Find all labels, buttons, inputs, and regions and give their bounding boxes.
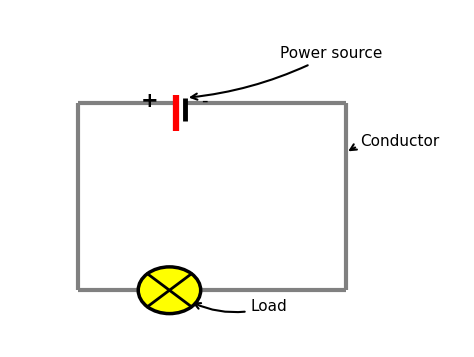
Circle shape xyxy=(138,267,201,313)
Text: Conductor: Conductor xyxy=(350,134,440,150)
Text: Power source: Power source xyxy=(191,46,382,100)
Text: -: - xyxy=(201,91,208,110)
Text: Load: Load xyxy=(194,299,287,314)
Text: +: + xyxy=(140,91,158,111)
